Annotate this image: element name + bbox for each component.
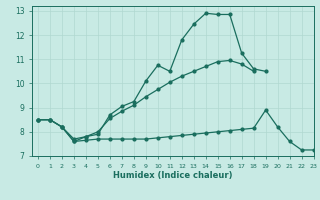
X-axis label: Humidex (Indice chaleur): Humidex (Indice chaleur) [113,171,233,180]
